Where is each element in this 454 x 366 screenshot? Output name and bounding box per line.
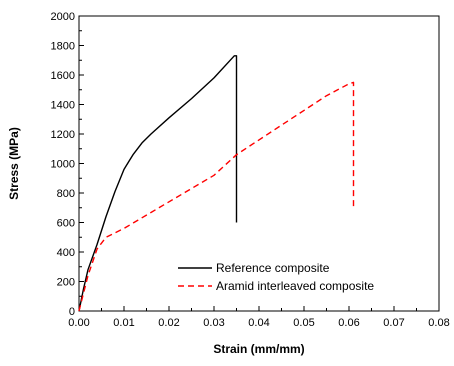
y-tick-label: 1400 [51,100,75,112]
x-tick-label: 0.07 [383,317,404,329]
plot-area: 0.00 0.01 0.02 0.03 0.04 0.05 0.06 0.07 0.08 0 200… [51,11,450,329]
x-tick-label: 0.08 [428,317,449,329]
y-tick-label: 600 [57,218,75,230]
y-tick-label: 0 [69,306,75,318]
x-tick-label: 0.05 [293,317,314,329]
x-tick-label: 0.06 [338,317,359,329]
y-tick-label: 1600 [51,70,75,82]
x-tick-label: 0.03 [203,317,224,329]
y-tick-label: 1000 [51,159,75,171]
x-tick-label: 0.04 [248,317,269,329]
series-line-1 [78,55,238,312]
y-tick-label: 1800 [51,41,75,53]
x-tick-label: 0.01 [113,317,134,329]
series-line-2 [78,81,355,312]
y-tick-label: 1200 [51,129,75,141]
y-tick-label: 800 [57,188,75,200]
x-axis-label: Strain (mm/mm) [213,342,304,356]
y-tick-label: 2000 [51,11,75,23]
y-axis-label: Stress (MPa) [7,127,21,200]
legend-label-2: Aramid interleaved composite [216,279,374,293]
x-tick-label: 0.02 [158,317,179,329]
x-tick-label: 0.00 [68,317,89,329]
y-tick-label: 200 [57,277,75,289]
legend-label-1: Reference composite [216,261,330,275]
y-tick-label: 400 [57,247,75,259]
